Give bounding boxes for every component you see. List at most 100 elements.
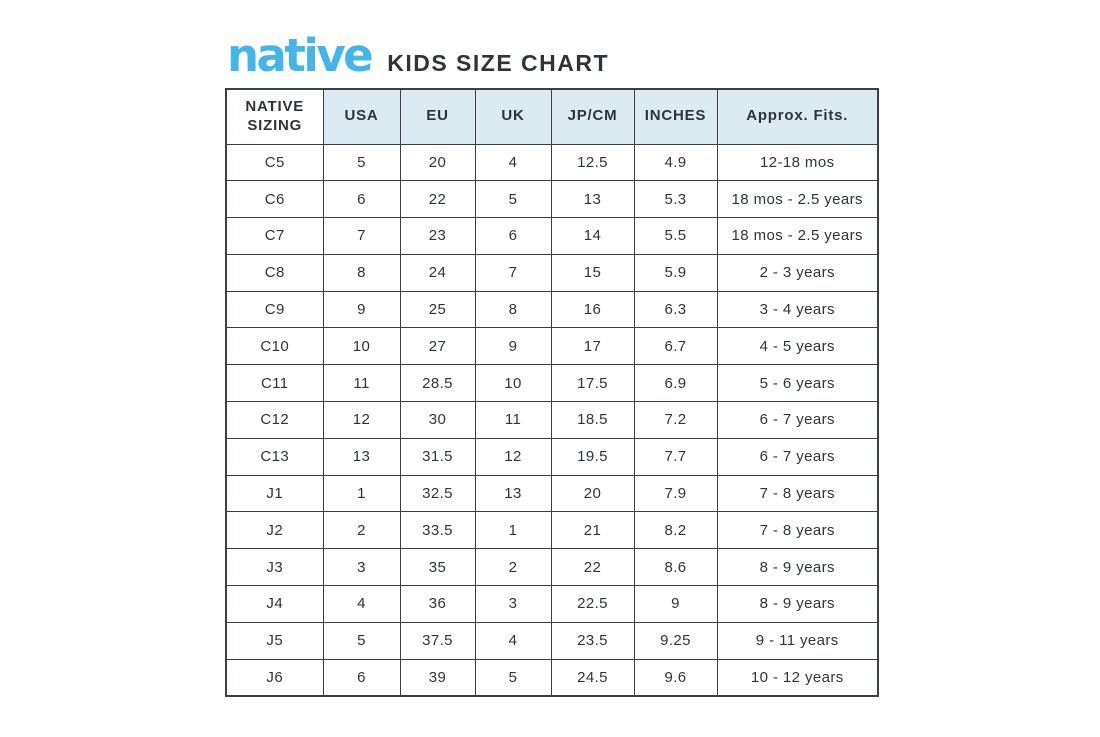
table-cell: 1 [322, 474, 401, 513]
table-cell: J6 [225, 658, 324, 697]
table-cell: C11 [225, 364, 324, 403]
table-row: C7 7 23 6 14 5.5 18 mos - 2.5 years [225, 217, 879, 255]
table-cell: 23 [399, 217, 476, 255]
table-cell: C13 [225, 437, 324, 476]
table-cell: 10 [322, 327, 401, 366]
table-cell: 2 [474, 548, 552, 587]
table-cell: 10 - 12 years [716, 658, 879, 697]
table-cell: 6 - 7 years [716, 401, 879, 439]
table-cell: 25 [399, 290, 476, 329]
table-cell: 8.6 [633, 548, 718, 587]
table-cell: 12 [322, 401, 401, 439]
table-row: C12 12 30 11 18.5 7.2 6 - 7 years [225, 401, 879, 439]
table-row: C10 10 27 9 17 6.7 4 - 5 years [225, 327, 879, 366]
table-cell: 9 [322, 290, 401, 329]
table-cell: 21 [550, 511, 635, 550]
table-cell: C10 [225, 327, 324, 366]
table-cell: 9.6 [633, 658, 718, 697]
table-row: C13 13 31.5 12 19.5 7.7 6 - 7 years [225, 437, 879, 476]
table-cell: 5 [322, 621, 401, 660]
column-header-native-sizing: NATIVE SIZING [225, 88, 324, 145]
table-cell: C5 [225, 143, 324, 182]
table-cell: 30 [399, 401, 476, 439]
table-cell: 5 [474, 180, 552, 219]
table-cell: C12 [225, 401, 324, 439]
table-cell: 9.25 [633, 621, 718, 660]
table-cell: 39 [399, 658, 476, 697]
table-cell: 7 - 8 years [716, 511, 879, 550]
table-cell: 10 [474, 364, 552, 403]
table-cell: 28.5 [399, 364, 476, 403]
table-cell: 13 [550, 180, 635, 219]
table-cell: 3 [474, 585, 552, 623]
table-cell: J3 [225, 548, 324, 587]
table-cell: 4 [474, 621, 552, 660]
table-cell: 5 [474, 658, 552, 697]
table-cell: 8.2 [633, 511, 718, 550]
table-cell: 24.5 [550, 658, 635, 697]
table-cell: J5 [225, 621, 324, 660]
table-cell: C9 [225, 290, 324, 329]
table-cell: 1 [474, 511, 552, 550]
table-cell: 4 - 5 years [716, 327, 879, 366]
table-cell: 2 - 3 years [716, 253, 879, 292]
table-cell: 7 [322, 217, 401, 255]
native-logo: native [227, 29, 374, 82]
table-cell: 19.5 [550, 437, 635, 476]
table-cell: C8 [225, 253, 324, 292]
table-row: C9 9 25 8 16 6.3 3 - 4 years [225, 290, 879, 329]
table-row: J3 3 35 2 22 8.6 8 - 9 years [225, 548, 879, 587]
table-cell: 13 [474, 474, 552, 513]
table-cell: 3 - 4 years [716, 290, 879, 329]
table-cell: 4.9 [633, 143, 718, 182]
size-chart-table: NATIVE SIZING USA EU UK JP/CM INCHES App… [225, 88, 879, 697]
table-cell: 4 [322, 585, 401, 623]
page-header: native KIDS SIZE CHART [227, 33, 609, 78]
table-cell: 8 - 9 years [716, 548, 879, 587]
table-cell: 12 [474, 437, 552, 476]
column-header-uk: UK [474, 88, 552, 145]
table-cell: 5 - 6 years [716, 364, 879, 403]
table-cell: 18 mos - 2.5 years [716, 217, 879, 255]
column-header-inches: INCHES [633, 88, 718, 145]
table-cell: 6 - 7 years [716, 437, 879, 476]
table-cell: 7 - 8 years [716, 474, 879, 513]
table-cell: 6.7 [633, 327, 718, 366]
table-cell: 9 - 11 years [716, 621, 879, 660]
table-cell: 17 [550, 327, 635, 366]
table-cell: 12-18 mos [716, 143, 879, 182]
table-cell: 8 [474, 290, 552, 329]
table-cell: 27 [399, 327, 476, 366]
table-cell: 24 [399, 253, 476, 292]
table-row: J5 5 37.5 4 23.5 9.25 9 - 11 years [225, 621, 879, 660]
table-cell: 13 [322, 437, 401, 476]
table-cell: 5 [322, 143, 401, 182]
table-cell: 18 mos - 2.5 years [716, 180, 879, 219]
table-cell: 6.3 [633, 290, 718, 329]
table-cell: 12.5 [550, 143, 635, 182]
table-cell: 2 [322, 511, 401, 550]
table-row: C8 8 24 7 15 5.9 2 - 3 years [225, 253, 879, 292]
table-row: C11 11 28.5 10 17.5 6.9 5 - 6 years [225, 364, 879, 403]
table-cell: 5.5 [633, 217, 718, 255]
table-cell: 6 [474, 217, 552, 255]
table-cell: 16 [550, 290, 635, 329]
table-cell: 32.5 [399, 474, 476, 513]
page-title: KIDS SIZE CHART [387, 50, 610, 76]
table-cell: 15 [550, 253, 635, 292]
table-cell: 20 [550, 474, 635, 513]
table-cell: C6 [225, 180, 324, 219]
table-cell: 6.9 [633, 364, 718, 403]
table-cell: C7 [225, 217, 324, 255]
table-cell: 5.9 [633, 253, 718, 292]
table-row: J4 4 36 3 22.5 9 8 - 9 years [225, 585, 879, 623]
table-cell: 37.5 [399, 621, 476, 660]
table-cell: J2 [225, 511, 324, 550]
table-row: J6 6 39 5 24.5 9.6 10 - 12 years [225, 658, 879, 697]
table-cell: 14 [550, 217, 635, 255]
table-cell: 6 [322, 658, 401, 697]
header-row: NATIVE SIZING USA EU UK JP/CM INCHES App… [225, 88, 879, 145]
table-cell: 7.7 [633, 437, 718, 476]
table-cell: 7.2 [633, 401, 718, 439]
table-cell: 4 [474, 143, 552, 182]
